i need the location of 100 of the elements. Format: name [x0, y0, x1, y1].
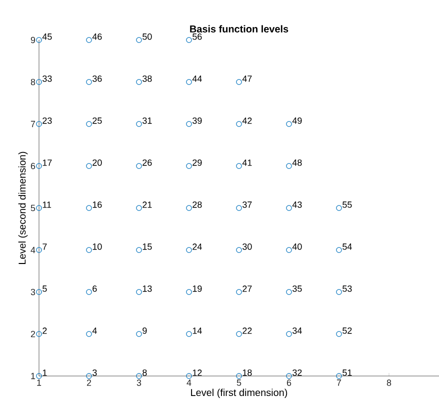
point — [186, 37, 192, 43]
annotation: 30 — [242, 243, 252, 250]
annotation: 32 — [292, 369, 302, 376]
annotation: 7 — [42, 244, 47, 250]
x-tick-label: 2 — [86, 380, 92, 386]
point — [236, 163, 242, 169]
annotation: 11 — [42, 202, 52, 208]
point — [136, 373, 142, 379]
y-axis-title: Level (second dimension) — [18, 152, 28, 264]
point — [186, 163, 192, 169]
y-tick-label: 5 — [30, 204, 36, 212]
annotation: 45 — [42, 34, 52, 40]
annotation: 14 — [192, 328, 202, 334]
point — [86, 37, 92, 43]
annotation: 6 — [92, 285, 97, 292]
annotation: 27 — [242, 286, 252, 292]
annotation: 26 — [142, 159, 152, 166]
point — [136, 247, 142, 253]
point — [36, 247, 42, 253]
annotation: 42 — [242, 118, 252, 124]
annotation: 49 — [292, 117, 302, 124]
y-tick-label: 8 — [30, 78, 36, 86]
point — [36, 121, 42, 127]
annotation: 40 — [292, 243, 302, 250]
point — [36, 79, 42, 85]
point — [136, 289, 142, 295]
point — [136, 37, 142, 43]
annotation: 28 — [192, 201, 202, 208]
annotation: 36 — [92, 75, 102, 82]
x-tick-label: 1 — [37, 380, 42, 386]
point — [36, 37, 42, 43]
y-tick-label: 7 — [30, 120, 36, 128]
point — [136, 121, 142, 127]
annotation: 4 — [92, 328, 97, 334]
point — [186, 373, 192, 379]
annotation: 18 — [242, 369, 252, 376]
y-tick-label: 4 — [30, 246, 36, 254]
annotation: 48 — [292, 159, 302, 166]
y-tick-label: 9 — [30, 36, 36, 44]
annotation: 35 — [292, 285, 302, 292]
annotation: 56 — [192, 33, 202, 40]
annotation: 53 — [342, 285, 352, 292]
x-tick-label: 5 — [236, 380, 242, 386]
point — [36, 331, 42, 337]
annotation: 55 — [342, 202, 352, 208]
point — [336, 289, 342, 295]
annotation: 43 — [292, 201, 302, 208]
point — [86, 121, 92, 127]
annotation: 21 — [142, 202, 152, 208]
annotation: 8 — [142, 369, 147, 376]
annotation: 17 — [42, 160, 52, 166]
annotation: 54 — [342, 244, 352, 250]
point — [86, 79, 92, 85]
point — [136, 205, 142, 211]
annotation: 51 — [342, 370, 352, 376]
point — [86, 331, 92, 337]
point — [236, 331, 242, 337]
annotation: 12 — [192, 370, 202, 376]
annotation: 19 — [192, 285, 202, 292]
x-axis-title: Level (first dimension) — [191, 388, 288, 398]
annotation: 16 — [92, 201, 102, 208]
annotation: 2 — [42, 328, 47, 334]
point — [36, 163, 42, 169]
point — [336, 373, 342, 379]
annotation: 9 — [142, 327, 147, 334]
point — [336, 205, 342, 211]
x-tick-label: 6 — [286, 380, 292, 386]
annotation: 52 — [342, 327, 352, 334]
point — [36, 373, 42, 379]
point — [336, 331, 342, 337]
annotation: 46 — [92, 33, 102, 40]
point — [86, 205, 92, 211]
point — [86, 163, 92, 169]
annotation: 41 — [242, 160, 252, 166]
point — [186, 289, 192, 295]
y-tick-label: 6 — [30, 162, 36, 170]
annotation: 5 — [42, 286, 47, 292]
annotation: 24 — [192, 244, 202, 250]
annotation: 29 — [192, 159, 202, 166]
point — [236, 373, 242, 379]
annotation: 33 — [42, 75, 52, 82]
point — [186, 121, 192, 127]
annotation: 38 — [142, 75, 152, 82]
point — [186, 331, 192, 337]
annotation: 3 — [92, 369, 97, 376]
annotation: 20 — [92, 159, 102, 166]
point — [186, 247, 192, 253]
annotation: 23 — [42, 117, 52, 124]
annotation: 1 — [42, 370, 47, 376]
annotation: 10 — [92, 243, 102, 250]
point — [236, 121, 242, 127]
y-tick-label: 3 — [30, 288, 36, 296]
point — [236, 205, 242, 211]
point — [236, 79, 242, 85]
x-tick-label: 4 — [186, 380, 192, 386]
point — [36, 289, 42, 295]
annotation: 31 — [142, 117, 152, 124]
point — [186, 205, 192, 211]
point — [186, 79, 192, 85]
point — [136, 331, 142, 337]
